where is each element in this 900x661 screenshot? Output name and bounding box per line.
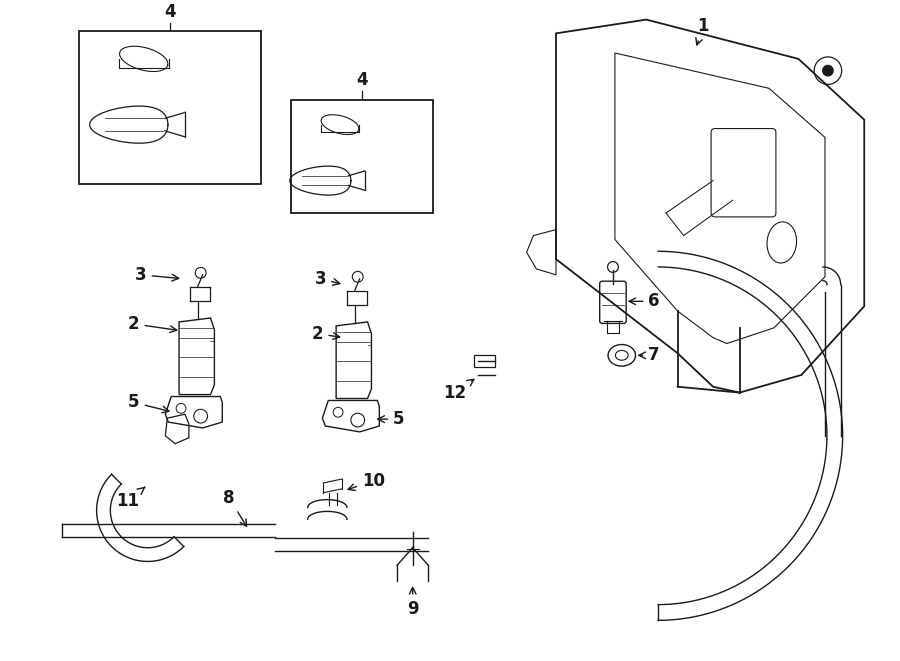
Text: 12: 12	[444, 379, 474, 402]
Text: 3: 3	[135, 266, 179, 284]
Text: 3: 3	[315, 270, 340, 288]
Text: 4: 4	[356, 71, 367, 89]
Text: 8: 8	[223, 488, 247, 526]
Bar	[291, 100, 433, 213]
Text: 2: 2	[311, 325, 339, 342]
Text: 2: 2	[128, 315, 176, 333]
Text: 4: 4	[165, 3, 176, 20]
Text: 6: 6	[629, 292, 660, 310]
Text: 7: 7	[639, 346, 660, 364]
Text: 9: 9	[407, 588, 418, 617]
Circle shape	[822, 65, 833, 77]
Text: 11: 11	[116, 487, 145, 510]
Text: 1: 1	[696, 17, 709, 45]
Text: 5: 5	[128, 393, 169, 413]
Bar	[79, 31, 260, 184]
Text: 10: 10	[348, 472, 385, 490]
Text: 5: 5	[378, 410, 405, 428]
